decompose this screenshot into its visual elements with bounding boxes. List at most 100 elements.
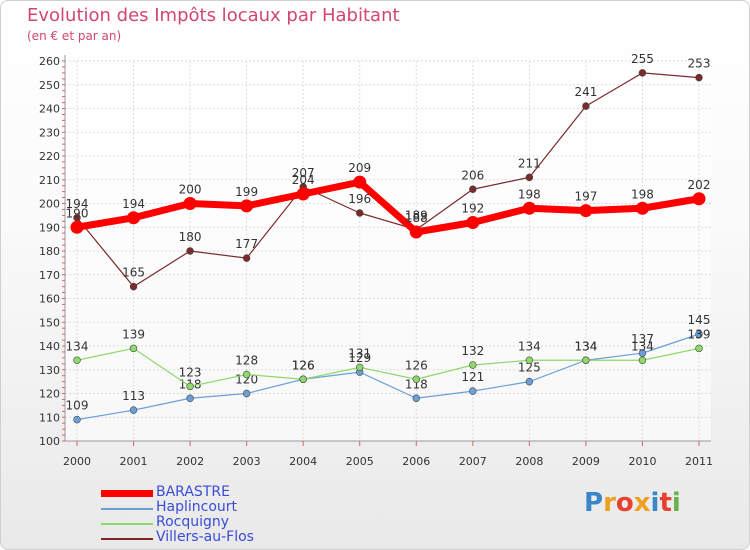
data-point-haplincourt — [129, 406, 138, 414]
x-tick-label: 2006 — [402, 455, 430, 468]
y-tick-label: 240 — [39, 103, 60, 116]
data-label-villers-au-flos: 177 — [235, 237, 258, 251]
y-tick-label: 260 — [39, 55, 60, 68]
data-label-rocquigny: 128 — [235, 354, 258, 368]
data-label-villers-au-flos: 207 — [292, 166, 315, 180]
data-point-rocquigny — [412, 375, 420, 383]
legend-swatch — [101, 508, 153, 510]
x-tick-label: 2007 — [459, 455, 487, 468]
data-label-barastre: 194 — [122, 197, 145, 211]
data-point-rocquigny — [582, 356, 590, 364]
data-point-barastre — [579, 204, 593, 218]
y-tick-label: 220 — [39, 150, 60, 163]
legend-item-rocquigny: Rocquigny — [101, 514, 361, 531]
data-label-barastre: 198 — [631, 187, 654, 201]
logo-letter: x — [633, 488, 651, 518]
data-point-villers-au-flos — [129, 282, 138, 291]
data-label-villers-au-flos: 255 — [631, 52, 654, 66]
data-point-villers-au-flos — [356, 209, 364, 217]
data-point-barastre — [409, 225, 423, 239]
data-point-rocquigny — [356, 363, 364, 372]
y-tick-label: 160 — [39, 293, 60, 306]
series-line-barastre — [76, 178, 700, 236]
x-tick-label: 2002 — [176, 455, 204, 468]
logo-letter: r — [603, 488, 616, 518]
legend-label: Villers-au-Flos — [156, 529, 254, 545]
y-tick-label: 100 — [39, 435, 60, 448]
data-point-barastre — [353, 175, 367, 189]
y-tick-label: 110 — [39, 411, 60, 424]
data-label-rocquigny: 132 — [461, 344, 484, 358]
y-tick-label: 210 — [39, 174, 60, 187]
data-label-barastre: 204 — [292, 173, 315, 187]
chart-subtitle: (en € et par an) — [27, 29, 122, 43]
y-tick-label: 200 — [39, 198, 60, 211]
legend-label: Haplincourt — [156, 499, 238, 515]
y-tick-label: 250 — [39, 79, 60, 92]
data-label-rocquigny: 139 — [122, 327, 145, 341]
data-label-rocquigny: 134 — [518, 339, 541, 353]
data-label-villers-au-flos: 189 — [405, 209, 428, 223]
data-point-barastre — [692, 192, 706, 206]
data-label-barastre: 202 — [688, 178, 711, 192]
data-label-barastre: 199 — [235, 185, 258, 199]
data-point-barastre — [70, 220, 84, 234]
y-tick-label: 130 — [39, 364, 60, 377]
data-point-villers-au-flos — [186, 247, 194, 255]
data-point-haplincourt — [638, 349, 647, 357]
data-label-rocquigny: 126 — [405, 358, 428, 372]
data-point-barastre — [522, 201, 536, 215]
data-point-barastre — [635, 201, 649, 215]
data-label-haplincourt: 113 — [122, 389, 145, 403]
data-label-haplincourt: 118 — [405, 377, 428, 391]
data-label-haplincourt: 145 — [688, 313, 711, 327]
data-label-haplincourt: 121 — [461, 370, 484, 384]
data-point-barastre — [240, 199, 254, 213]
data-point-haplincourt — [242, 389, 251, 398]
data-point-rocquigny — [525, 356, 534, 364]
logo-letter: i — [671, 488, 681, 518]
data-point-villers-au-flos — [582, 102, 590, 110]
x-tick-label: 2001 — [120, 455, 148, 468]
data-label-haplincourt: 109 — [66, 399, 89, 413]
data-label-villers-au-flos: 241 — [574, 85, 597, 99]
data-point-villers-au-flos — [695, 73, 703, 82]
data-label-rocquigny: 131 — [348, 346, 371, 360]
data-label-haplincourt: 137 — [631, 332, 654, 346]
x-tick-label: 2011 — [685, 455, 713, 468]
data-label-villers-au-flos: 211 — [518, 156, 541, 170]
legend-label: BARASTRE — [156, 484, 230, 500]
data-label-rocquigny: 134 — [66, 339, 89, 353]
y-tick-label: 120 — [39, 388, 60, 401]
data-point-haplincourt — [695, 330, 703, 338]
legend-label: Rocquigny — [156, 514, 230, 530]
legend-swatch — [101, 523, 153, 525]
series-line-rocquigny — [76, 347, 700, 387]
legend-swatch — [101, 538, 153, 540]
data-point-barastre — [296, 187, 310, 201]
y-tick-label: 180 — [39, 245, 60, 258]
x-tick-label: 2004 — [289, 455, 317, 468]
y-tick-label: 170 — [39, 269, 60, 282]
data-label-barastre: 197 — [574, 190, 597, 204]
data-label-villers-au-flos: 180 — [179, 230, 202, 244]
data-point-rocquigny — [242, 370, 251, 379]
data-label-barastre: 209 — [348, 161, 371, 175]
data-label-haplincourt: 134 — [574, 339, 597, 353]
data-point-haplincourt — [525, 377, 534, 386]
x-tick-label: 2005 — [346, 455, 374, 468]
logo-letter: t — [659, 488, 672, 518]
data-point-barastre — [183, 197, 197, 210]
data-point-rocquigny — [299, 375, 307, 383]
data-point-haplincourt — [469, 387, 477, 395]
data-point-rocquigny — [186, 382, 194, 391]
data-point-haplincourt — [412, 394, 420, 402]
data-point-barastre — [127, 211, 141, 225]
x-tick-label: 2010 — [628, 455, 656, 468]
y-tick-label: 230 — [39, 126, 60, 139]
logo-letter: i — [650, 488, 660, 518]
data-point-rocquigny — [73, 356, 81, 364]
data-label-villers-au-flos: 253 — [688, 57, 711, 71]
data-label-barastre: 190 — [66, 206, 89, 220]
data-label-villers-au-flos: 196 — [348, 192, 371, 206]
